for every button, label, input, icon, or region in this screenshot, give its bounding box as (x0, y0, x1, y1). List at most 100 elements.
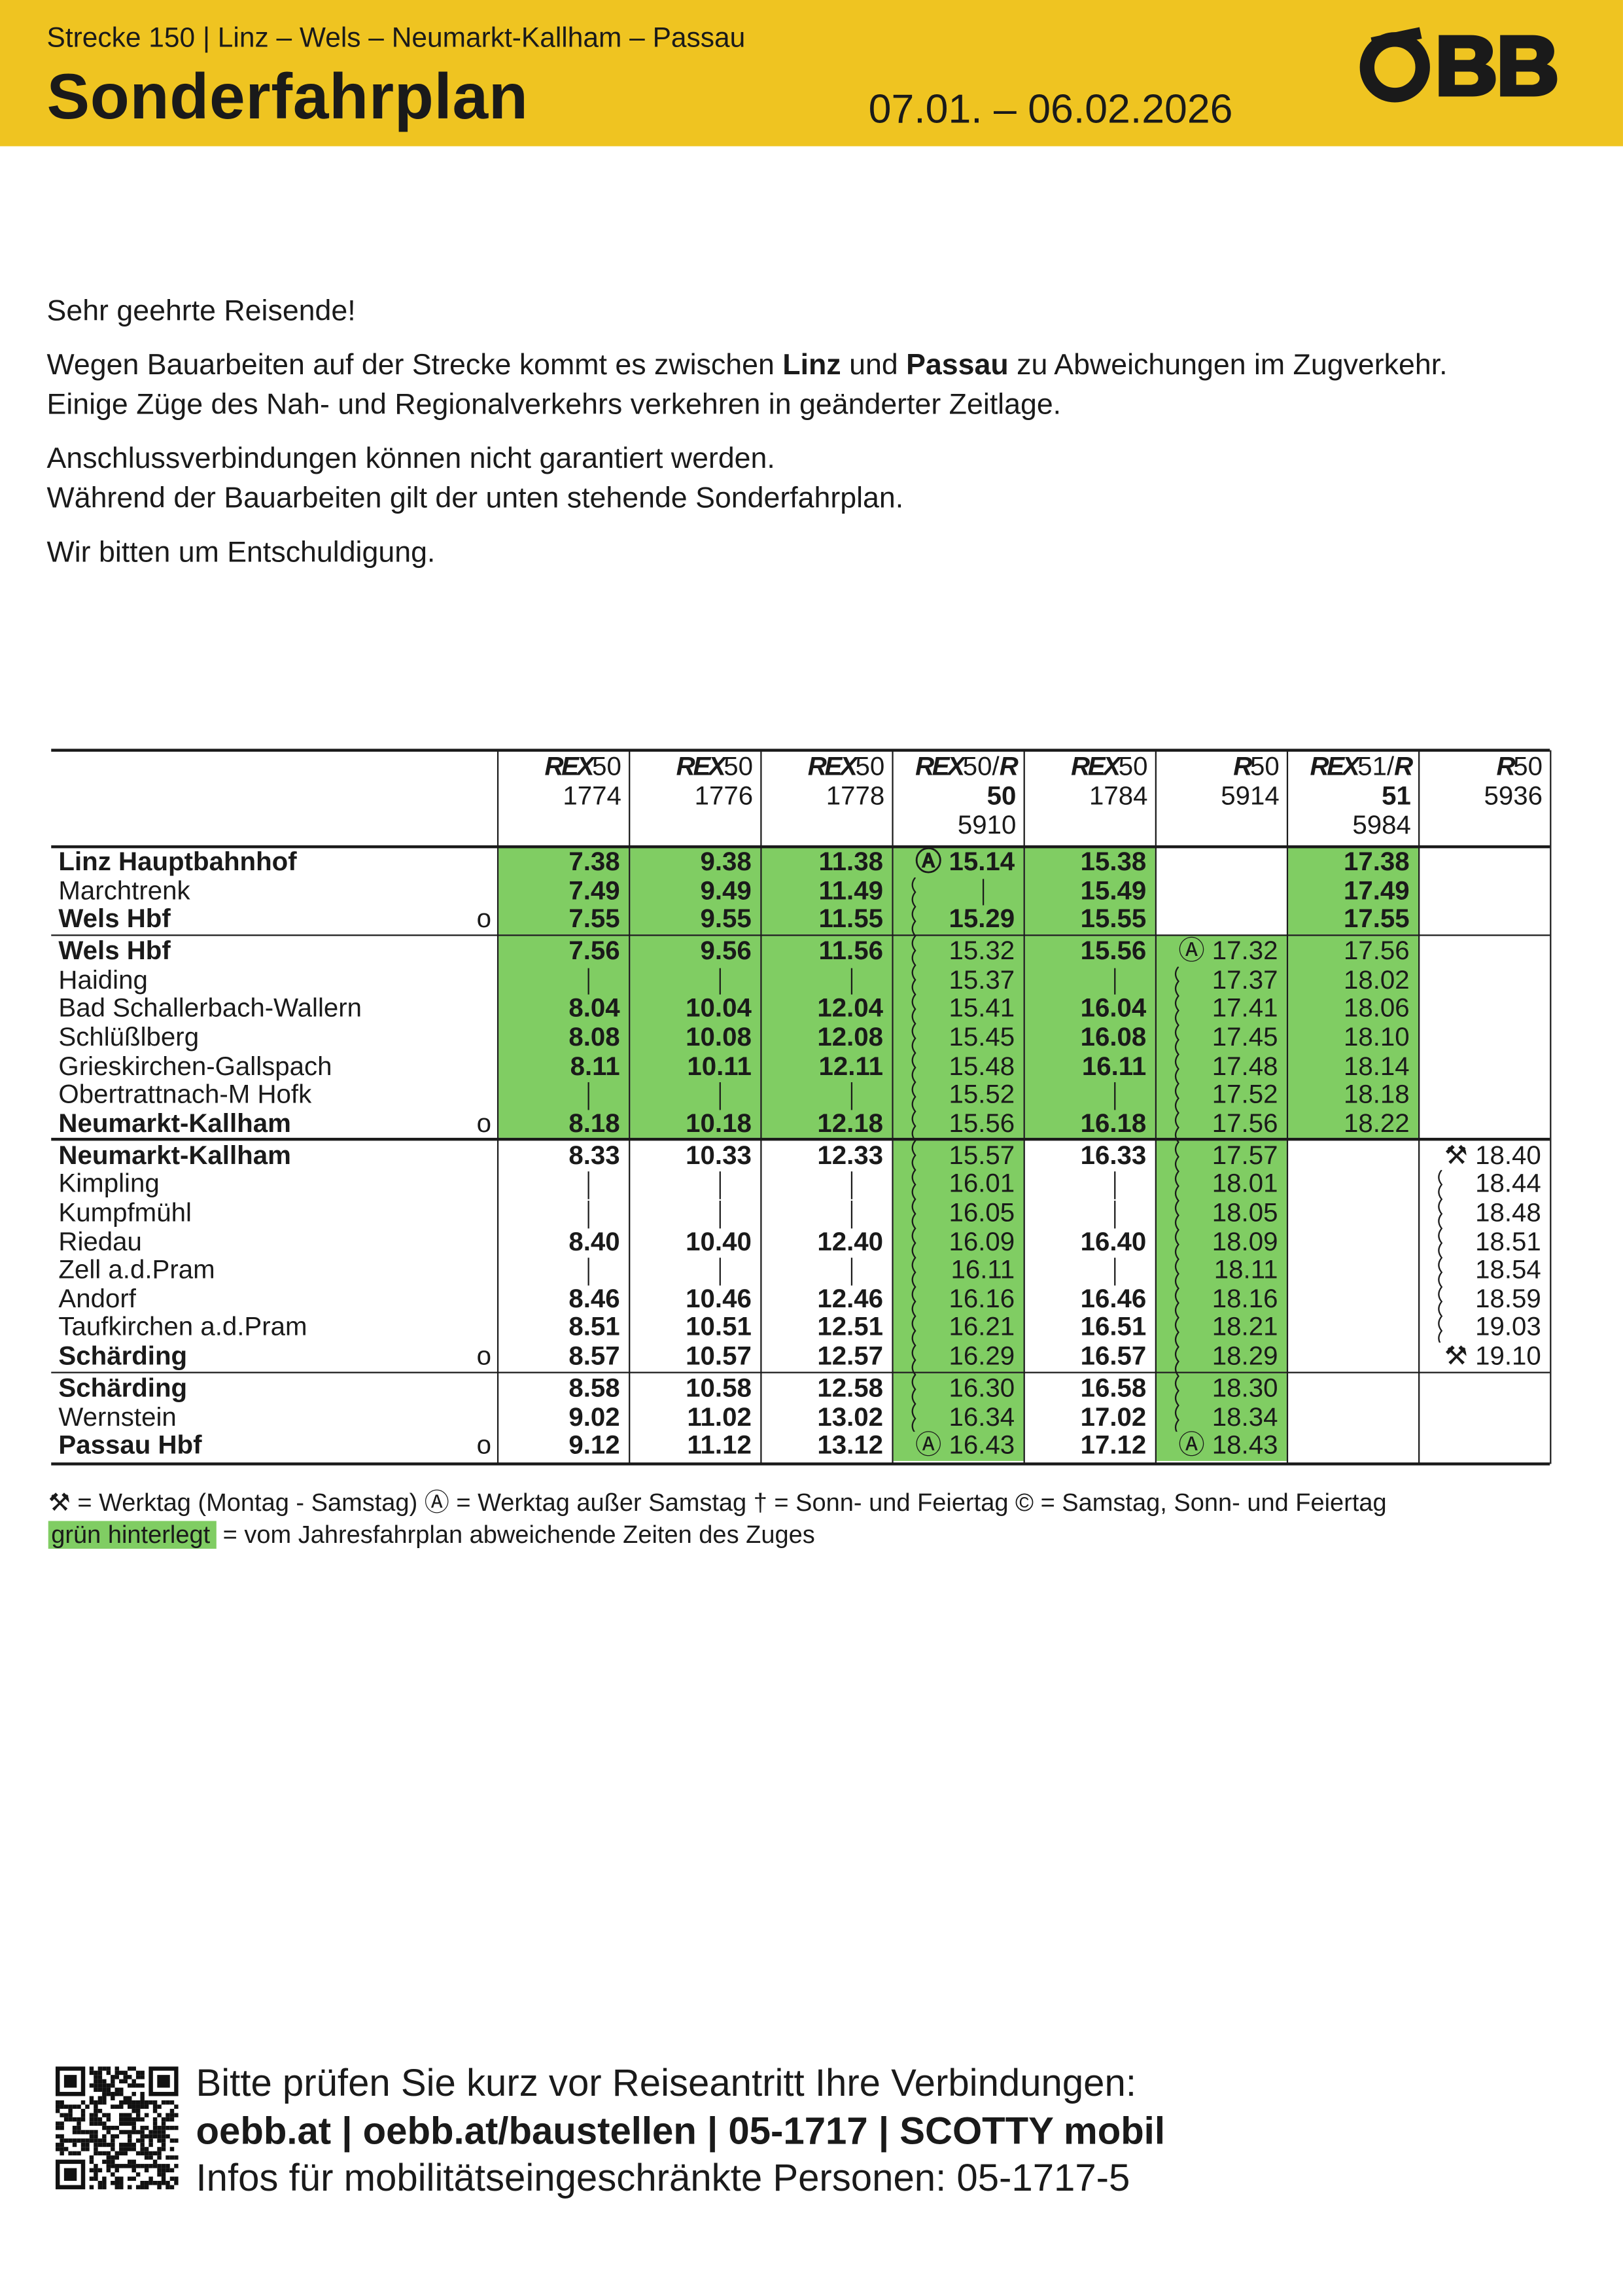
train-line: 50 (1249, 751, 1280, 781)
train-type-label: REX (544, 751, 594, 781)
pass-through-line (719, 1201, 721, 1228)
departure-time: 17.49 (1343, 875, 1410, 905)
departure-time: 10.57 (686, 1341, 752, 1371)
train-type-label: REX (807, 751, 858, 781)
train-number: 1776 (694, 781, 754, 811)
station-name: Linz Hauptbahnhof (58, 847, 297, 876)
pass-through-line (850, 1082, 853, 1110)
legend: ⚒ = Werktag (Montag - Samstag) Ⓐ = Werkt… (48, 1487, 1387, 1551)
pass-through-line (1114, 1201, 1116, 1228)
section-rule (51, 1371, 1550, 1374)
train-type-label: R (1394, 751, 1413, 781)
legend-symbols: ⚒ = Werktag (Montag - Samstag) Ⓐ = Werkt… (48, 1489, 1387, 1517)
departure-time: 9.55 (700, 904, 752, 934)
section-rule (51, 1138, 1550, 1141)
pass-through-line (850, 1258, 853, 1286)
qr-code-icon[interactable] (55, 2066, 179, 2189)
train-category: REX50 (1024, 752, 1147, 782)
train-number: 1778 (826, 781, 885, 811)
departure-time: 12.18 (817, 1108, 884, 1138)
column-divider (760, 750, 762, 1464)
column-divider (1155, 750, 1157, 1464)
departure-time: 18.51 (1475, 1226, 1541, 1256)
departure-time: 8.51 (568, 1312, 620, 1342)
pass-through-line (1114, 968, 1116, 995)
departure-time: 8.58 (568, 1373, 620, 1403)
departure-time: 8.33 (568, 1140, 620, 1170)
text: zu Abweichungen im Zugverkehr. (1008, 349, 1448, 382)
pass-through-line (719, 1258, 721, 1286)
station-name: Schärding (58, 1373, 188, 1403)
column-divider (1550, 750, 1552, 1464)
departure-time: 17.37 (1212, 964, 1278, 995)
departure-time: 15.52 (949, 1079, 1015, 1109)
green-highlight (630, 847, 761, 934)
terminal-mark: o (476, 1430, 492, 1460)
departure-time: 16.58 (1080, 1373, 1147, 1403)
footer-links[interactable]: oebb.at | oebb.at/baustellen | 05-1717 |… (196, 2108, 1165, 2152)
departure-time: 15.37 (949, 964, 1015, 995)
terminal-mark: o (476, 1341, 492, 1371)
pass-through-line (719, 1172, 721, 1199)
departure-time: 16.05 (949, 1197, 1015, 1227)
departure-time: 11.12 (687, 1430, 752, 1460)
pass-through-line (1114, 1172, 1116, 1199)
departure-time: 12.51 (817, 1312, 884, 1342)
green-highlight (1156, 1373, 1287, 1461)
station-name: Haiding (58, 964, 148, 995)
train-number: 5936 (1484, 781, 1543, 811)
wavy-line-icon (1438, 1170, 1443, 1343)
train-category: REX50 (497, 751, 621, 782)
departure-time: Ⓐ 16.43 (915, 1430, 1015, 1460)
departure-time: 11.38 (818, 847, 884, 876)
train-type-label: REX (1310, 751, 1360, 781)
departure-time: 11.02 (687, 1402, 752, 1432)
station-name: Kimpling (58, 1169, 160, 1199)
departure-time: 18.59 (1475, 1283, 1541, 1313)
green-highlight (1156, 936, 1287, 1139)
table-bottom-rule (51, 1462, 1550, 1466)
footer-accessibility-info: Infos für mobilitätseingeschränkte Perso… (196, 2155, 1130, 2200)
terminal-mark: o (476, 1108, 492, 1138)
departure-time: 10.04 (686, 993, 752, 1023)
departure-time: 10.46 (686, 1283, 752, 1313)
departure-time: 10.33 (686, 1140, 752, 1170)
departure-time: 12.40 (817, 1226, 884, 1256)
departure-time: 8.40 (568, 1226, 620, 1256)
departure-time: ⚒ 19.10 (1444, 1341, 1541, 1371)
train-number: 5914 (1221, 781, 1280, 811)
text-passau: Passau (906, 349, 1009, 382)
departure-time: 19.03 (1475, 1312, 1541, 1342)
train-line-secondary: 50 (986, 781, 1017, 811)
train-line: 50 (724, 751, 754, 781)
apology: Wir bitten um Entschuldigung. (46, 537, 436, 569)
departure-time: 18.30 (1212, 1373, 1278, 1403)
green-highlight (630, 936, 761, 1139)
departure-time: 12.57 (817, 1341, 884, 1371)
departure-time: 18.18 (1343, 1079, 1410, 1109)
departure-time: 16.57 (1080, 1341, 1147, 1371)
train-category: R50 (1155, 751, 1280, 782)
station-name: Kumpfmühl (58, 1197, 192, 1227)
departure-time: 8.46 (568, 1283, 620, 1313)
column-divider (1023, 750, 1025, 1464)
departure-time: 9.56 (700, 936, 752, 966)
departure-time: 8.04 (568, 993, 620, 1023)
departure-time: 12.58 (817, 1373, 884, 1403)
departure-time: 16.40 (1080, 1226, 1147, 1256)
departure-time: 15.45 (949, 1022, 1015, 1052)
pass-through-line (850, 1172, 853, 1199)
train-number: 1774 (563, 781, 621, 811)
departure-time: 8.11 (570, 1051, 620, 1080)
footer-info: Bitte prüfen Sie kurz vor Reiseantritt I… (196, 2059, 1165, 2202)
terminal-mark: o (476, 904, 492, 934)
train-number: 5910 (957, 810, 1017, 839)
departure-time: 16.33 (1080, 1140, 1147, 1170)
departure-time: 7.38 (568, 847, 620, 876)
pass-through-line (719, 968, 721, 995)
green-highlight (761, 847, 892, 934)
departure-time: 10.08 (686, 1022, 752, 1052)
departure-time: 15.32 (949, 936, 1015, 966)
departure-time: 18.21 (1212, 1312, 1278, 1342)
